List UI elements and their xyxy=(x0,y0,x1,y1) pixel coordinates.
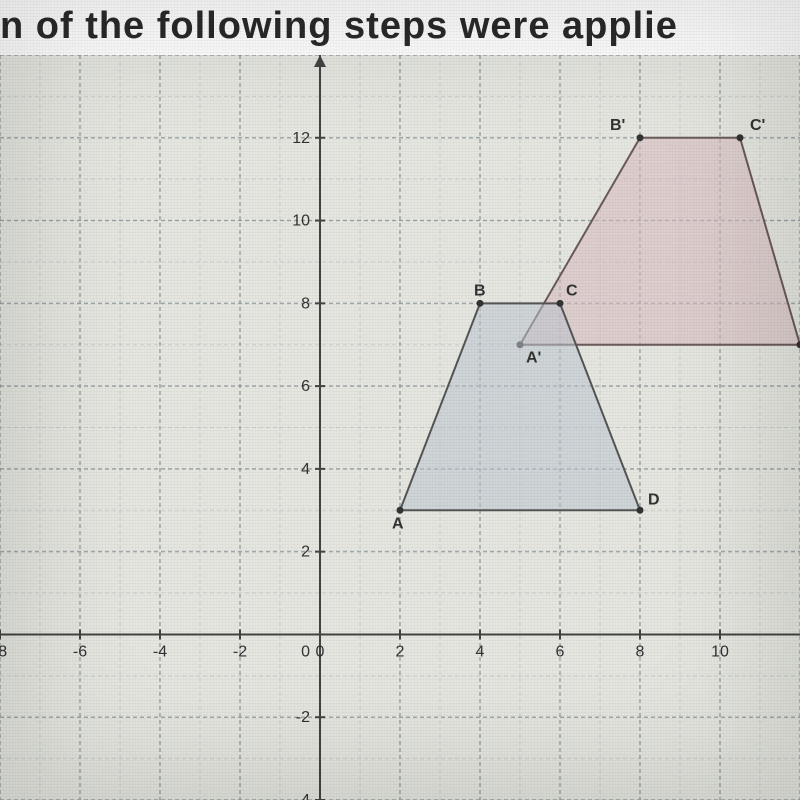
svg-text:0: 0 xyxy=(316,643,325,660)
svg-text:A': A' xyxy=(526,350,541,367)
question-header: n of the following steps were applie xyxy=(0,0,678,58)
svg-text:8: 8 xyxy=(301,295,310,312)
svg-text:-8: -8 xyxy=(0,643,7,660)
svg-text:6: 6 xyxy=(301,378,310,395)
svg-text:0: 0 xyxy=(301,643,310,660)
svg-text:10: 10 xyxy=(292,213,310,230)
svg-text:8: 8 xyxy=(636,643,645,660)
svg-text:B: B xyxy=(474,282,486,299)
svg-text:-4: -4 xyxy=(296,792,310,800)
svg-text:A: A xyxy=(392,515,404,532)
svg-text:6: 6 xyxy=(556,643,565,660)
svg-text:-2: -2 xyxy=(233,643,247,660)
svg-text:4: 4 xyxy=(476,643,485,660)
coordinate-graph: -8 -6 -4 -2 0 2 4 6 8 10 -4 -2 2 4 6 8 10 12 0 A B C D A' B' C' xyxy=(0,55,800,800)
svg-text:10: 10 xyxy=(711,643,729,660)
question-text: n of the following steps were applie xyxy=(0,5,678,47)
svg-text:2: 2 xyxy=(301,544,310,561)
svg-text:-6: -6 xyxy=(73,643,87,660)
svg-text:C: C xyxy=(566,282,578,299)
svg-text:12: 12 xyxy=(292,130,310,147)
svg-text:-2: -2 xyxy=(296,709,310,726)
svg-text:B': B' xyxy=(610,117,625,134)
svg-text:D: D xyxy=(648,491,660,508)
svg-text:-4: -4 xyxy=(153,643,167,660)
svg-text:C': C' xyxy=(750,117,765,134)
svg-text:2: 2 xyxy=(396,643,405,660)
svg-text:4: 4 xyxy=(301,461,310,478)
graph-svg: -8 -6 -4 -2 0 2 4 6 8 10 -4 -2 2 4 6 8 10 12 0 A B C D A' B' C' xyxy=(0,55,800,800)
